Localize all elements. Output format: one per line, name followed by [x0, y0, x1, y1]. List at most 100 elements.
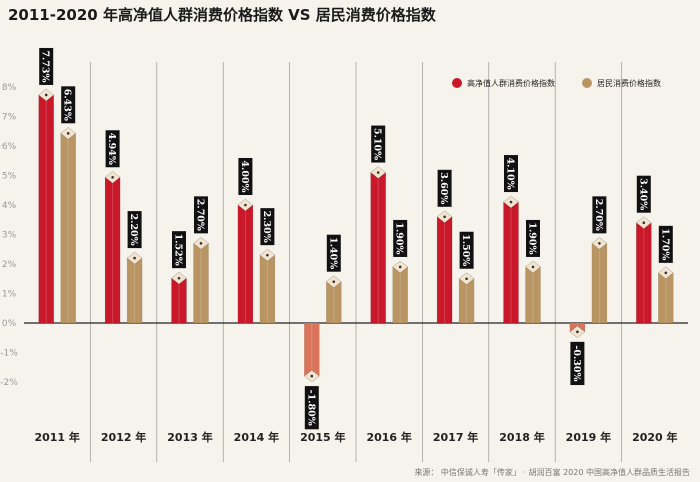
bar-end-dot — [664, 271, 668, 275]
data-label-bg — [238, 158, 253, 195]
x-category-label: 2018 年 — [499, 430, 544, 444]
bar-group-resident: 1.90% — [525, 219, 541, 324]
bar-group-resident: 6.43% — [60, 86, 77, 324]
bar-end-dot — [111, 175, 114, 179]
data-label-bg — [393, 219, 408, 257]
bar-end-dot — [598, 242, 601, 245]
bar-end-dot — [244, 203, 247, 207]
data-label-text: 7.73% — [40, 50, 51, 82]
data-label-text: 6.43% — [62, 89, 73, 121]
data-label-bg — [260, 208, 275, 246]
data-label: 2.20% — [127, 211, 142, 249]
bar-group-hnw: 7.73% — [38, 47, 55, 324]
data-label-bg — [304, 386, 319, 430]
data-label-text: 1.90% — [527, 222, 538, 254]
bar-end-dot — [398, 265, 402, 269]
data-label-text: 2.20% — [128, 214, 139, 246]
data-label-bg — [636, 175, 651, 213]
bar-group-hnw: -1.80% — [303, 322, 320, 430]
bar-group-resident: 2.30% — [259, 208, 276, 324]
data-label-text: 5.10% — [372, 128, 383, 160]
data-label-text: 1.90% — [394, 222, 405, 254]
data-label-text: -0.30% — [571, 345, 582, 381]
y-tick-label: 8% — [2, 83, 17, 93]
data-label-bg — [172, 231, 186, 269]
data-label: 1.52% — [172, 231, 186, 269]
data-label-bg — [61, 86, 76, 124]
bar-end-dot — [133, 256, 136, 260]
data-label-text: 3.40% — [637, 178, 648, 210]
bar-end-dot — [44, 93, 48, 97]
x-category-label: 2020 年 — [632, 430, 677, 444]
chart-title: 2011-2020 年高净值人群消费价格指数 VS 居民消费价格指数 — [8, 6, 436, 24]
data-label-bg — [371, 125, 386, 163]
bar-end-dot — [310, 374, 314, 378]
legend: 高净值人群消费价格指数 居民消费价格指数 — [452, 78, 661, 88]
data-label-text: 4.00% — [239, 160, 250, 192]
data-label: 6.43% — [61, 86, 76, 124]
data-label-bg — [194, 196, 208, 234]
bar-end-dot — [332, 280, 336, 284]
data-label-bg — [437, 169, 452, 207]
bar-group-hnw: 3.40% — [635, 175, 652, 324]
legend-label: 高净值人群消费价格指数 — [467, 78, 555, 88]
data-label-bg — [570, 341, 585, 386]
data-label-bg — [459, 231, 474, 269]
data-label: 3.40% — [636, 175, 651, 213]
bar-group-resident: 2.70% — [193, 196, 209, 324]
data-label-text: 2.70% — [195, 199, 206, 231]
data-label-text: 1.50% — [460, 234, 471, 266]
y-tick-label: 3% — [2, 231, 17, 241]
data-label-bg — [326, 234, 341, 272]
data-label: 1.70% — [658, 225, 673, 263]
data-label: 7.73% — [39, 47, 54, 85]
data-label: 1.90% — [393, 219, 408, 257]
data-label-bg — [127, 211, 142, 249]
bar-end-dot — [465, 277, 468, 281]
bar-group-hnw: 4.10% — [503, 155, 519, 324]
bar-group-hnw: 5.10% — [370, 125, 387, 324]
data-label-bg — [592, 196, 607, 234]
data-label: 5.10% — [371, 125, 386, 163]
data-label-bg — [105, 130, 120, 168]
data-label-bg — [39, 47, 54, 85]
y-tick-label: 6% — [2, 142, 17, 152]
bar-end-dot — [576, 330, 579, 334]
bar-group-hnw: 4.00% — [237, 158, 254, 324]
data-label: 2.70% — [194, 196, 208, 234]
data-label: 1.90% — [526, 219, 540, 257]
data-label: 3.60% — [437, 169, 452, 207]
data-label-text: 2.70% — [593, 199, 604, 231]
data-label: 2.30% — [260, 208, 275, 246]
bar-group-resident: 1.50% — [458, 231, 475, 324]
x-category-label: 2017 年 — [433, 430, 478, 444]
data-label: -0.30% — [570, 341, 585, 386]
data-label: 4.94% — [105, 130, 120, 168]
data-label-text: 3.60% — [438, 172, 449, 204]
bar-end-dot — [66, 132, 70, 135]
data-label: 2.70% — [592, 196, 607, 234]
data-label-text: 1.70% — [659, 228, 670, 260]
x-category-label: 2013 年 — [167, 430, 212, 444]
bar-end-dot — [509, 200, 513, 204]
bar-end-dot — [531, 265, 535, 269]
data-label: 4.00% — [238, 158, 253, 195]
x-category-label: 2019 年 — [566, 430, 611, 444]
bar-group-resident: 1.70% — [657, 225, 674, 324]
legend-label: 居民消费价格指数 — [597, 78, 661, 88]
bar-group-resident: 1.90% — [392, 219, 409, 324]
x-category-label: 2015 年 — [300, 430, 345, 444]
bar-end-dot — [177, 276, 181, 280]
bar-group-hnw: -0.30% — [569, 322, 586, 386]
y-tick-label: -1% — [0, 349, 18, 359]
bar-group-resident: 2.20% — [126, 211, 143, 324]
x-category-label: 2014 年 — [234, 430, 279, 444]
bar-end-dot — [266, 253, 269, 257]
data-label-bg — [658, 225, 673, 263]
bar-end-dot — [199, 242, 203, 245]
bar-group-hnw: 4.94% — [104, 130, 121, 324]
bar-end-dot — [642, 221, 646, 224]
data-label: -1.80% — [304, 386, 319, 430]
data-label-text: 4.10% — [505, 157, 516, 189]
y-tick-label: -2% — [0, 378, 18, 388]
